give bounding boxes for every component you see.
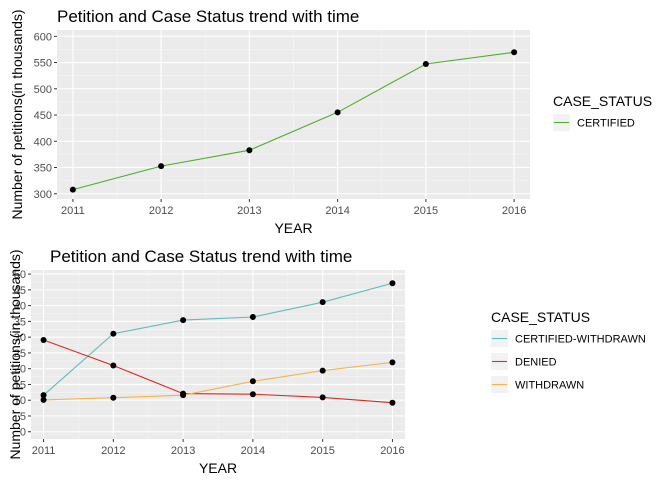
legend-title: CASE_STATUS (553, 93, 652, 109)
y-tick-label: 400 (34, 136, 52, 148)
data-point (110, 362, 117, 369)
y-tick-label: 600 (34, 31, 52, 43)
data-point (389, 359, 396, 366)
y-axis-title: Number of petitions(in thousands) (7, 249, 23, 459)
y-tick-label: 10 (14, 395, 26, 407)
y-tick-label: 25 (14, 348, 26, 360)
x-tick-label: 2011 (32, 445, 56, 457)
data-point (158, 163, 165, 170)
legend-label: CERTIFIED-WITHDRAWN (515, 334, 646, 346)
x-tick-label: 2016 (502, 205, 526, 217)
data-point (180, 317, 187, 324)
chart-1: 300 350 400 450 500 550 600 2011 2012 2013 2014 201… (9, 7, 652, 236)
chart-title: Petition and Case Status trend with time (50, 247, 352, 266)
chart-2: 0 5 10 15 20 25 30 35 40 45 50 2011 2012 2013 2014 2015… (7, 247, 646, 476)
data-point (422, 60, 429, 67)
x-tick-label: 2016 (380, 445, 404, 457)
x-tick-label: 2013 (171, 445, 195, 457)
x-tick-label: 2012 (101, 445, 125, 457)
y-tick-label: 35 (14, 316, 26, 328)
series-line-withdrawn (43, 361, 393, 401)
x-tick-label: 2015 (310, 445, 334, 457)
y-tick-label: 350 (34, 163, 52, 175)
y-tick-label: 45 (14, 285, 26, 297)
legend-label: DENIED (515, 357, 557, 369)
legend: CASE_STATUS CERTIFIED-WITHDRAWN DENIED WITH… (491, 309, 646, 393)
legend: CASE_STATUS CERTIFIED (553, 93, 652, 131)
y-tick-label: 500 (34, 84, 52, 96)
y-tick-label: 300 (34, 189, 52, 201)
data-point (40, 396, 47, 403)
y-tick-label: 0 (20, 427, 26, 439)
y-tick-label: 5 (20, 411, 26, 423)
data-point (511, 49, 518, 56)
data-point (110, 394, 117, 401)
legend-title: CASE_STATUS (491, 309, 590, 325)
x-tick-label: 2014 (241, 445, 265, 457)
data-point (249, 378, 256, 385)
y-axis-title: Number of petitions(in thousands) (9, 9, 25, 219)
data-point (319, 394, 326, 401)
y-tick-label: 20 (14, 364, 26, 376)
y-tick-label: 15 (14, 379, 26, 391)
legend-label: WITHDRAWN (515, 380, 584, 392)
series-line-certified (72, 51, 515, 191)
data-point (69, 186, 76, 193)
y-tick-label: 30 (14, 332, 26, 344)
chart-title: Petition and Case Status trend with time (57, 7, 359, 26)
data-point (319, 367, 326, 374)
y-tick-label: 550 (34, 58, 52, 70)
x-tick-label: 2014 (325, 205, 349, 217)
y-tick-label: 450 (34, 110, 52, 122)
series-line-certified-withdrawn (43, 282, 393, 396)
data-point (249, 391, 256, 398)
data-point (40, 392, 47, 399)
data-point (389, 280, 396, 287)
x-tick-label: 2012 (149, 205, 173, 217)
y-tick-label: 50 (14, 269, 26, 281)
data-point (334, 109, 341, 116)
data-point (249, 313, 256, 320)
x-tick-label: 2011 (61, 205, 85, 217)
data-point (389, 399, 396, 406)
x-axis-title: YEAR (199, 460, 237, 476)
x-tick-label: 2013 (237, 205, 261, 217)
series-line-denied (43, 339, 393, 404)
data-point (180, 392, 187, 399)
legend-label: CERTIFIED (577, 118, 635, 130)
x-tick-label: 2015 (414, 205, 438, 217)
data-point (246, 147, 253, 154)
data-point (319, 299, 326, 306)
y-tick-label: 40 (14, 301, 26, 313)
data-point (110, 330, 117, 337)
data-point (40, 336, 47, 343)
x-axis-title: YEAR (274, 220, 312, 236)
